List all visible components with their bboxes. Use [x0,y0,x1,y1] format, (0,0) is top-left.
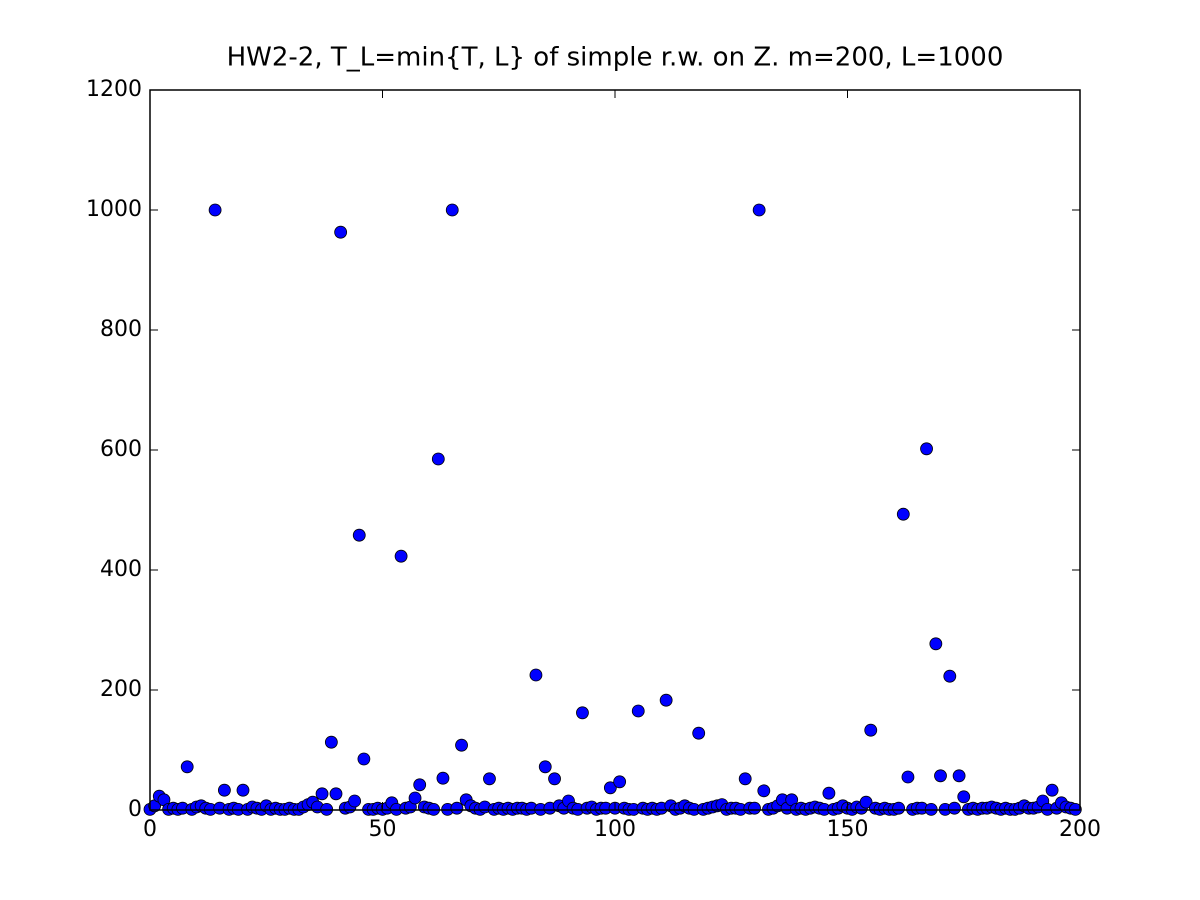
x-tick-label: 150 [827,817,869,842]
x-tick-label: 0 [143,817,157,842]
point [334,225,348,239]
x-tick-label: 100 [594,817,636,842]
point [659,693,673,707]
point [896,507,910,521]
points [143,203,1082,816]
point [859,795,873,809]
point [329,787,343,801]
point [957,790,971,804]
point [529,668,543,682]
point [892,801,906,815]
point [752,203,766,217]
chart-title: HW2-2, T_L=min{T, L} of simple r.w. on Z… [227,43,1004,73]
point [748,801,761,815]
point [864,723,878,737]
point [943,669,957,683]
plot-frame [149,89,1081,811]
point [324,735,338,749]
point [934,769,947,783]
point [948,801,961,815]
point [208,203,222,217]
point [352,528,366,542]
point [920,442,933,456]
x-tick-label: 200 [1059,817,1101,842]
point [901,770,915,784]
point [236,783,250,797]
point [408,791,422,805]
point [631,704,645,718]
point [450,801,464,815]
point [483,772,496,786]
point [455,738,468,752]
point [822,786,836,800]
point [548,772,561,786]
point [315,787,329,801]
y-tick-label: 0 [128,797,142,822]
point [603,781,617,795]
point [1045,783,1059,797]
point [952,769,966,783]
point [738,772,752,786]
point [613,775,627,789]
point [217,783,231,797]
point [538,760,552,774]
y-tick-label: 800 [100,317,142,342]
y-tick-label: 1000 [86,197,142,222]
point [436,771,450,785]
point [431,452,445,466]
point [413,778,427,792]
y-tick-label: 200 [100,677,142,702]
y-tick-label: 600 [100,437,142,462]
y-tick-label: 400 [100,557,142,582]
point [394,549,408,563]
point [576,706,589,720]
point [180,760,194,774]
point [929,637,943,651]
point [357,752,371,766]
point [348,794,362,808]
point [692,726,706,740]
point [445,203,459,217]
point [757,784,771,798]
y-tick-label: 1200 [86,77,142,102]
x-tick-label: 50 [369,817,397,842]
